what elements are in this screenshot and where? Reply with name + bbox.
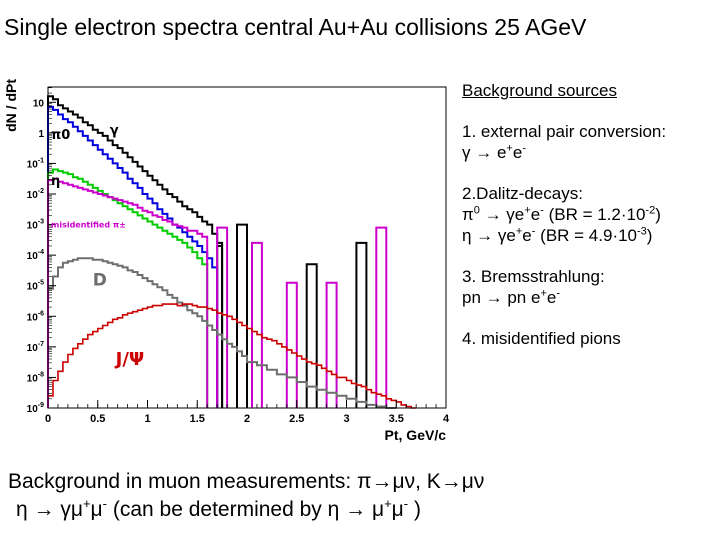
curve-annotation: η <box>51 174 60 189</box>
legend-sup: - <box>531 225 536 238</box>
series-0 <box>47 95 224 408</box>
x-tick-label: 1.5 <box>190 413 205 425</box>
x-tick-label: 1 <box>144 413 150 425</box>
legend-line: 1. external pair conversion: <box>462 121 718 142</box>
curve-annotation: misidentified π± <box>51 221 126 230</box>
series-2 <box>236 223 248 408</box>
legend-text: e <box>522 226 532 245</box>
legend-text: η → γe <box>462 226 516 245</box>
legend-text: π <box>462 205 474 224</box>
legend-line: pn → pn e+e- <box>462 287 718 308</box>
x-tick-label: 0.5 <box>90 413 105 425</box>
legend-panel: Background sources 1. external pair conv… <box>462 80 718 369</box>
y-tick-label: 1 <box>38 129 44 140</box>
legend-sup: - <box>556 287 561 300</box>
bottom-note: Background in muon measurements: π→μν, K… <box>8 468 484 524</box>
x-tick-label: 4 <box>443 413 450 425</box>
y-tick-label: 10-8 <box>27 371 44 384</box>
legend-item-dalitz: 2.Dalitz-decays: π0 → γe+e- (BR = 1.2·10-… <box>462 183 718 246</box>
legend-sup: + <box>540 287 547 300</box>
curve-annotation: γ <box>110 123 119 138</box>
y-tick-label: 10 <box>33 98 45 109</box>
y-tick-label: 10-9 <box>27 402 44 415</box>
bottom-sup: + <box>82 496 91 511</box>
legend-sup: + <box>506 142 513 155</box>
y-tick-label: 10-1 <box>27 157 44 170</box>
legend-text: (BR = 4.9·10 <box>535 226 638 245</box>
curve-annotation: J/Ψ <box>114 349 145 370</box>
series-13 <box>48 257 397 409</box>
spectrum-chart: 0 0.5 1 1.5 2 2.5 3 3.5 4 10 1 10-1 10-2 10-3 10-4 10-5… <box>3 79 450 443</box>
series-14 <box>48 303 417 409</box>
legend-line: 4. misidentified pions <box>462 328 718 349</box>
bottom-sup: - <box>102 496 107 511</box>
bottom-text: (can be determined by η → μ <box>107 498 385 521</box>
legend-line: 2.Dalitz-decays: <box>462 183 718 204</box>
x-tick-label: 3 <box>343 413 349 425</box>
legend-sup: 0 <box>473 204 480 217</box>
legend-text: 3. Bremsstrahlung: <box>462 267 605 286</box>
legend-text: e <box>530 205 541 224</box>
curve-annotation: π0 <box>51 128 70 143</box>
legend-sup: - <box>522 142 526 155</box>
x-tick-label: 2.5 <box>289 413 304 425</box>
legend-item-brems: 3. Bremsstrahlung: pn → pn e+e- <box>462 266 718 308</box>
series-11 <box>325 281 338 408</box>
bottom-note-line-2: η → γμ+μ- (can be determined by η → μ+μ-… <box>8 496 484 524</box>
legend-text: (BR = 1.2·10 <box>543 205 646 224</box>
y-tick-label: 10-6 <box>27 310 44 323</box>
legend-item-conv: 1. external pair conversion: γ → e+e- <box>462 121 718 163</box>
legend-sup: -3 <box>637 225 647 238</box>
legend-heading: Background sources <box>462 81 617 100</box>
series-8 <box>216 226 229 408</box>
y-tick-label: 10-5 <box>27 280 44 293</box>
x-tick-label: 2 <box>244 413 250 425</box>
bottom-note-line-1: Background in muon measurements: π→μν, K… <box>8 468 484 496</box>
series-6 <box>47 168 209 408</box>
legend-item-misid: 4. misidentified pions <box>462 328 718 349</box>
legend-sup: + <box>515 225 523 238</box>
bottom-text: ) <box>408 498 421 521</box>
legend-text: 2.Dalitz-decays: <box>462 184 583 203</box>
y-axis-label: dN / dPt <box>3 79 19 132</box>
series-12 <box>375 226 388 408</box>
x-tick-label: 0 <box>45 413 51 425</box>
y-tick-label: 10-7 <box>27 341 44 354</box>
series-9 <box>251 241 263 408</box>
series-5 <box>47 105 219 408</box>
bottom-text: μ <box>391 498 404 521</box>
x-axis-label: Pt, GeV/c <box>385 427 447 443</box>
legend-sup: + <box>524 204 531 217</box>
legend-text: ) <box>655 205 661 224</box>
legend-text: 4. misidentified pions <box>462 329 621 348</box>
legend-line: γ → e+e- <box>462 142 718 163</box>
legend-line: η → γe+e- (BR = 4.9·10-3) <box>462 225 718 246</box>
legend-text: e <box>512 143 523 162</box>
y-tick-label: 10-3 <box>27 219 44 232</box>
legend-text: γ → e <box>462 143 507 162</box>
legend-sup: -2 <box>645 204 656 217</box>
y-tick-label: 10-4 <box>27 249 44 262</box>
series-4 <box>355 241 368 408</box>
page-title: Single electron spectra central Au+Au co… <box>4 14 587 40</box>
x-tick-label: 3.5 <box>389 413 404 425</box>
legend-text: 1. external pair conversion: <box>462 122 667 141</box>
legend-line: π0 → γe+e- (BR = 1.2·10-2) <box>462 204 718 225</box>
bottom-text: Background in muon measurements: π→μν, K… <box>8 470 485 493</box>
legend-text: → γe <box>479 205 525 224</box>
curve-annotation: D <box>93 271 107 291</box>
legend-line: 3. Bremsstrahlung: <box>462 266 718 287</box>
y-tick-label: 10-2 <box>27 188 44 201</box>
legend-sup: - <box>540 204 544 217</box>
bottom-sup: - <box>403 496 409 511</box>
bottom-text: μ <box>90 498 103 521</box>
series-10 <box>285 281 298 408</box>
legend-text: pn → pn e <box>462 288 541 307</box>
series-7 <box>47 177 209 408</box>
bottom-sup: + <box>384 496 392 511</box>
legend-text: e <box>546 288 557 307</box>
bottom-text: η → γμ <box>16 498 83 521</box>
legend-text: ) <box>646 226 653 245</box>
series-3 <box>305 263 318 408</box>
